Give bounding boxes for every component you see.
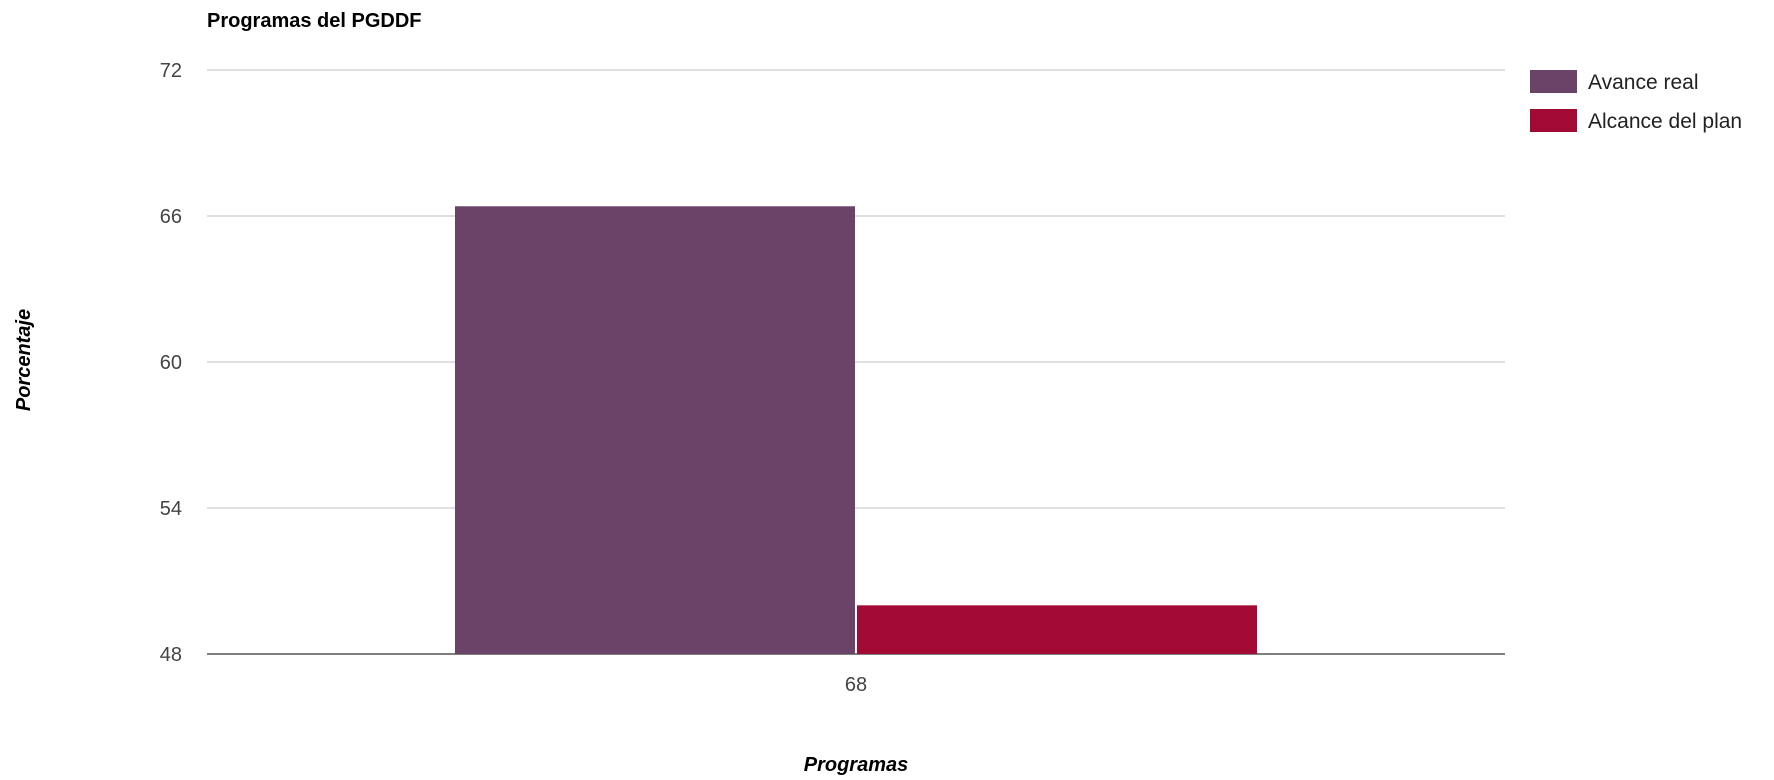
x-tick-label: 68 [845,674,867,696]
bar-avance-real [455,206,855,654]
gridlines [207,69,1505,655]
chart-title: Programas del PGDDF [207,10,422,32]
y-tick-label: 60 [160,352,182,374]
y-tick-label: 66 [160,206,182,228]
y-axis-ticks: 48 54 60 66 72 [160,60,182,666]
y-tick-label: 72 [160,60,182,82]
y-tick-label: 48 [160,644,182,666]
y-tick-label: 54 [160,498,182,520]
legend-label: Avance real [1588,71,1699,94]
legend-swatch [1530,109,1577,132]
legend-label: Alcance del plan [1588,110,1742,133]
legend: Avance real Alcance del plan [1530,70,1742,133]
bar-alcance-del-plan [857,605,1257,654]
y-axis-title: Porcentaje [13,309,35,411]
bars [455,206,1257,654]
legend-swatch [1530,70,1577,93]
x-axis-ticks: 68 [845,674,867,696]
x-axis-title: Programas [804,754,909,776]
